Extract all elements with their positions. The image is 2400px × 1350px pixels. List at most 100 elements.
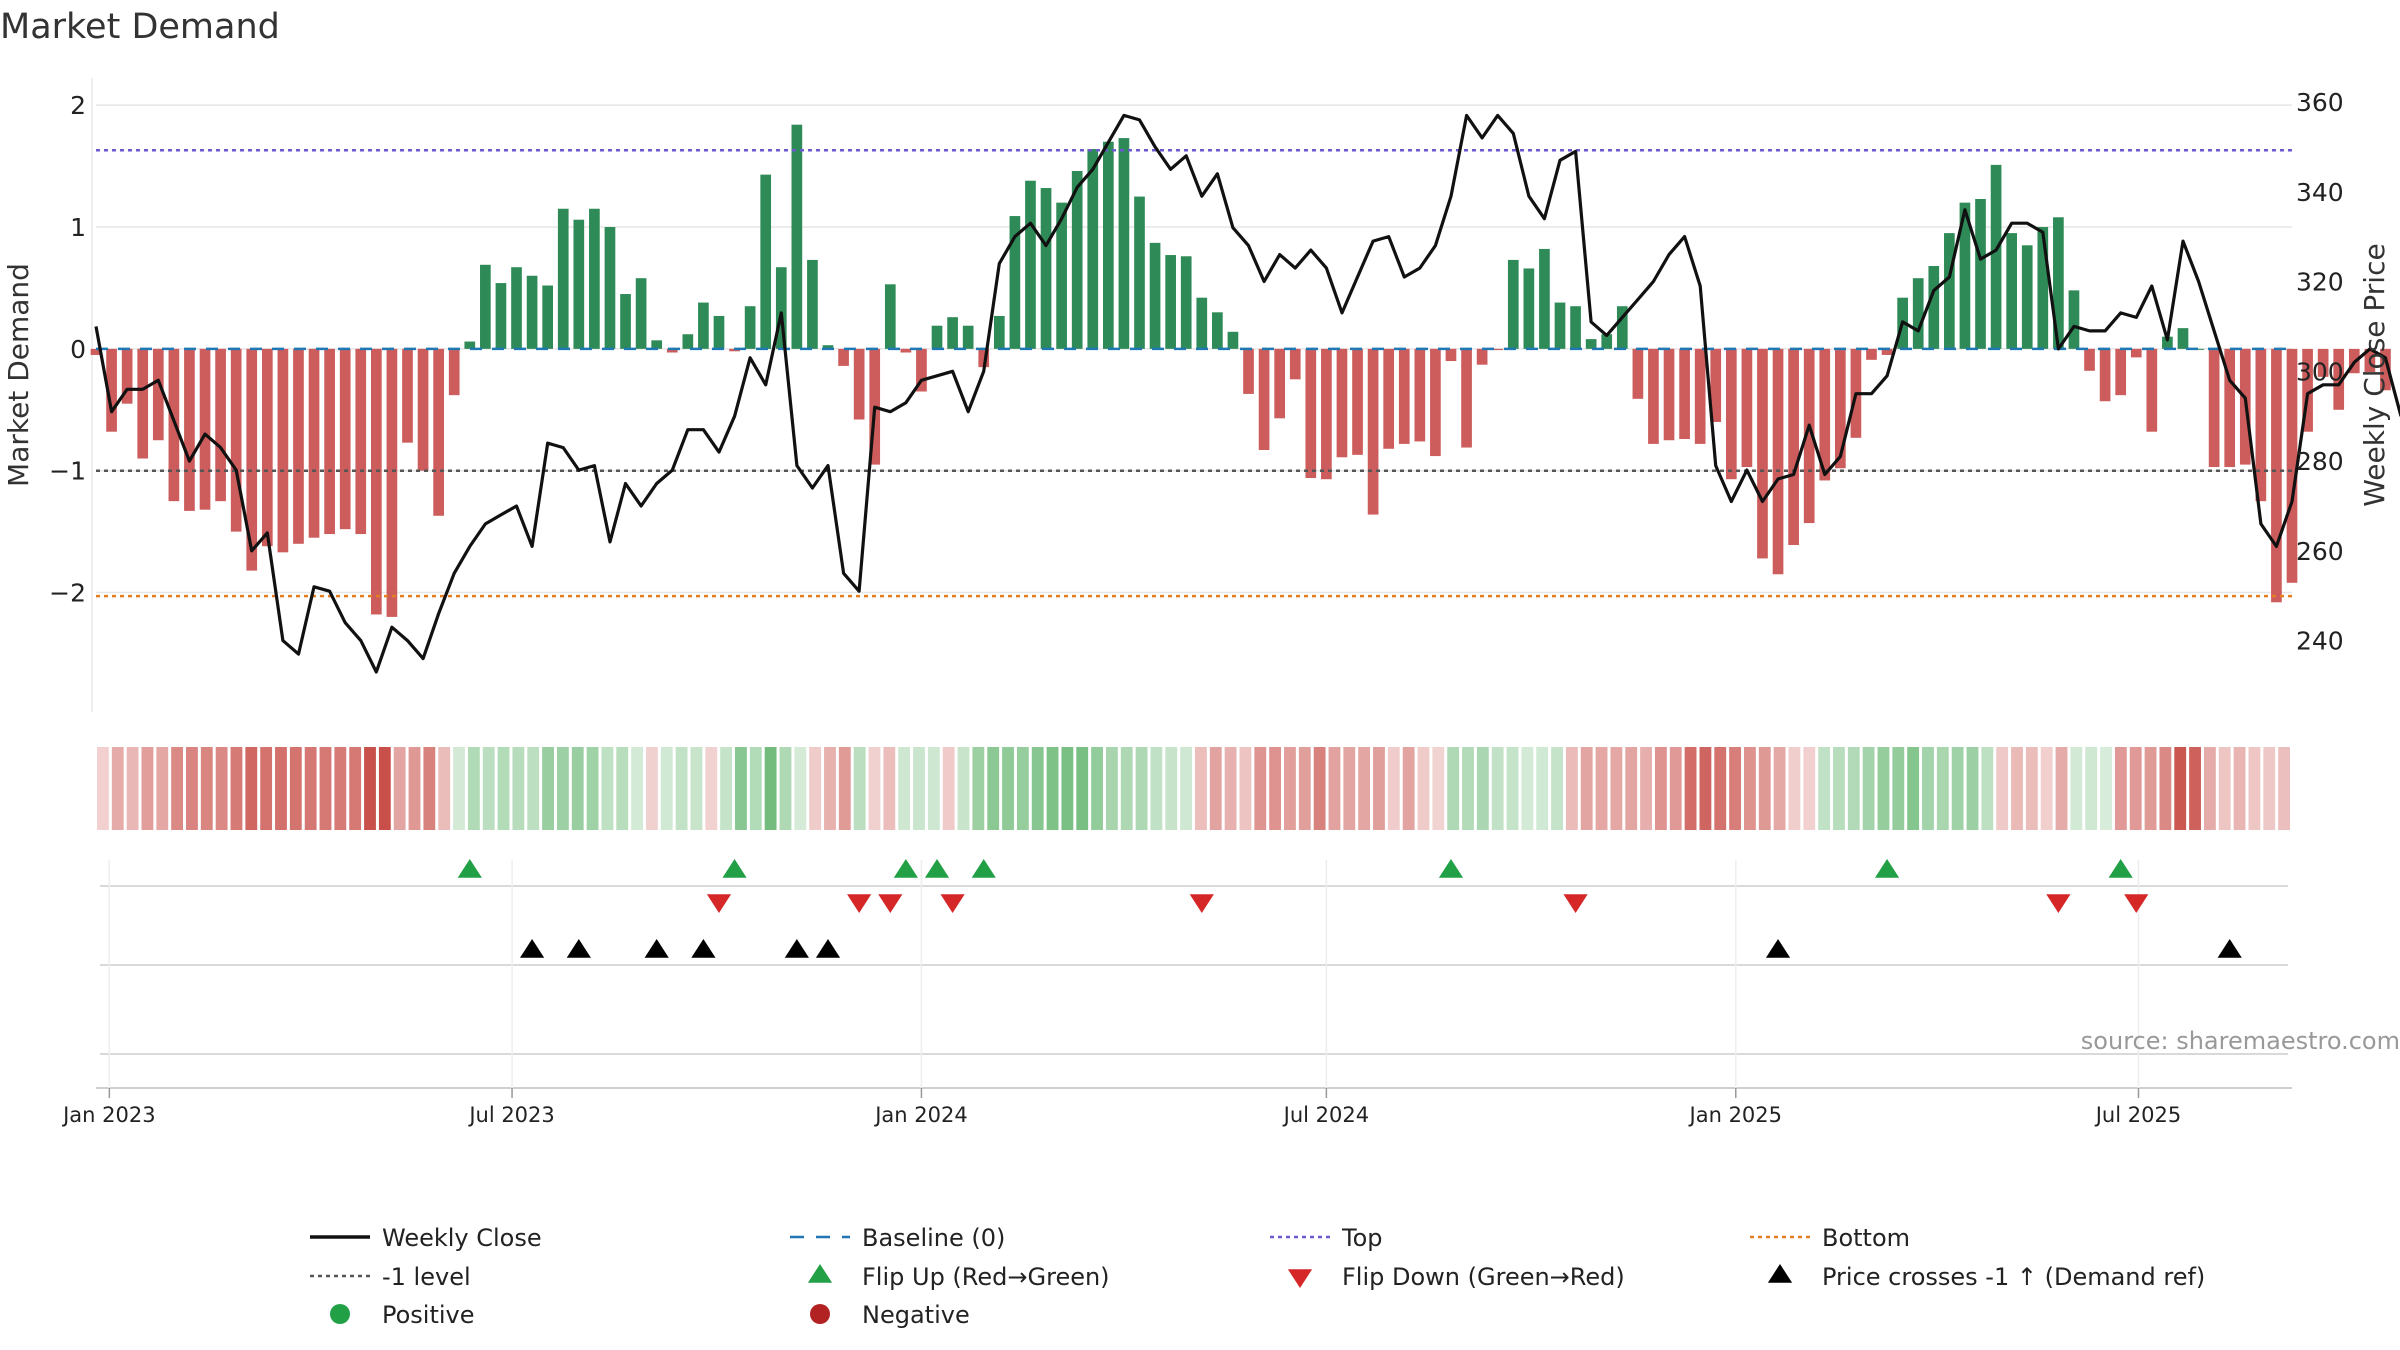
demand-bar-positive: [542, 285, 554, 349]
demand-bar-negative: [2364, 348, 2376, 373]
demand-bar-positive: [807, 259, 818, 349]
demand-bar-negative: [2208, 348, 2220, 468]
demand-bar-negative: [1336, 348, 1348, 458]
heat-cell: [2129, 747, 2142, 830]
price-line-layer: [94, 113, 2400, 674]
heat-cell: [1076, 747, 1089, 830]
heat-cell: [1536, 747, 1549, 830]
demand-bar-negative: [1757, 348, 1768, 559]
demand-bar-negative: [1632, 348, 1644, 399]
demand-bar-positive: [1539, 248, 1550, 349]
y-tick-label: 0: [70, 335, 86, 364]
heat-cell: [2040, 747, 2053, 830]
price-cross-marker: [784, 939, 809, 958]
y2-axis-label: Weekly Close Price: [2358, 243, 2391, 506]
demand-bar-negative: [448, 348, 460, 396]
heat-cell: [1595, 747, 1608, 830]
heat-cell: [1002, 747, 1014, 830]
heat-cell: [1165, 747, 1178, 830]
heat-cell: [868, 747, 881, 830]
legend-label: Weekly Close: [382, 1224, 542, 1252]
flip-down-marker: [1563, 894, 1588, 913]
legend-item-bottom: Bottom: [1750, 1224, 1910, 1252]
demand-bar-positive: [791, 124, 803, 349]
heat-cell: [393, 747, 406, 830]
heat-cell: [987, 747, 1000, 830]
heat-cell: [1016, 747, 1029, 830]
demand-bar-negative: [293, 348, 304, 544]
demand-bar-positive: [1056, 202, 1067, 349]
x-tick-label: Jan 2025: [1688, 1103, 1783, 1127]
demand-bar-negative: [308, 348, 320, 538]
heat-cell: [289, 747, 302, 830]
demand-bar-negative: [1772, 348, 1784, 575]
flip-up-marker: [2108, 859, 2133, 878]
demand-bar-negative: [230, 348, 242, 532]
heat-cell: [809, 747, 822, 830]
demand-bar-negative: [1430, 348, 1441, 457]
demand-bar-negative: [339, 348, 351, 530]
weekly-close-line: [94, 113, 2400, 674]
price-cross-marker: [566, 939, 591, 958]
heat-cell: [705, 747, 718, 830]
heat-cell: [1269, 747, 1282, 830]
demand-bar-negative: [90, 348, 102, 355]
y-tick-label: 2: [70, 91, 86, 120]
demand-bar-positive: [698, 302, 709, 349]
legend-item-flip-up: Flip Up (Red→Green): [807, 1263, 1110, 1291]
heat-cell: [512, 747, 525, 830]
heat-cell: [764, 747, 777, 830]
demand-bar-positive: [1959, 202, 1971, 349]
demand-bar-negative: [137, 348, 149, 459]
heat-cell: [1506, 747, 1519, 830]
demand-bar-positive: [744, 306, 756, 349]
heat-cell: [720, 747, 733, 830]
demand-bar-positive: [1025, 180, 1036, 349]
heat-cell: [1625, 747, 1638, 830]
demand-bar-positive: [1912, 278, 1924, 349]
demand-bar-negative: [1834, 348, 1846, 469]
heat-cell: [2114, 747, 2127, 830]
demand-bar-positive: [1165, 255, 1176, 349]
y-tick-label: −2: [49, 579, 86, 608]
flip-down-marker: [2124, 894, 2149, 913]
demand-bar-negative: [324, 348, 335, 535]
demand-bar-negative: [666, 348, 678, 353]
demand-bar-positive: [1102, 141, 1114, 349]
y-tick-label: −1: [49, 457, 86, 486]
heat-cell: [1432, 747, 1445, 830]
y2-tick-label: 340: [2296, 178, 2344, 207]
demand-bar-negative: [1461, 348, 1472, 448]
demand-bar-positive: [635, 278, 647, 349]
left-axis-ticks: 2 1 0 −1 −2: [49, 91, 86, 607]
demand-bar-positive: [962, 325, 974, 349]
heat-cell: [942, 747, 955, 830]
heat-cell: [1462, 747, 1474, 830]
heat-cell: [378, 747, 391, 830]
demand-bar-positive: [1040, 188, 1052, 349]
heat-cell: [838, 747, 851, 830]
demand-bar-negative: [2271, 348, 2282, 603]
heat-cell: [230, 747, 243, 830]
demand-bar-positive: [760, 174, 772, 349]
demand-bar-positive: [1554, 302, 1566, 349]
demand-bar-positive: [1149, 242, 1161, 349]
demand-bar-negative: [1305, 348, 1317, 479]
heat-cell: [898, 747, 911, 830]
legend-label: Top: [1341, 1224, 1383, 1252]
demand-bar-negative: [1274, 348, 1286, 419]
heat-cell: [2263, 747, 2276, 830]
demand-bar-positive: [2037, 227, 2049, 349]
heat-cell: [2174, 747, 2187, 830]
heat-cell: [1209, 747, 1222, 830]
demand-bar-negative: [1398, 348, 1410, 444]
reference-lines: [96, 149, 2292, 598]
demand-bar-positive: [1212, 312, 1223, 349]
flip-up-marker: [722, 859, 747, 878]
heat-cell: [467, 747, 480, 830]
y-tick-label: 1: [70, 213, 86, 242]
heat-cell: [2144, 747, 2157, 830]
demand-bar-negative: [370, 348, 382, 615]
legend-item-positive: Positive: [330, 1301, 475, 1329]
demand-bar-negative: [246, 348, 258, 571]
